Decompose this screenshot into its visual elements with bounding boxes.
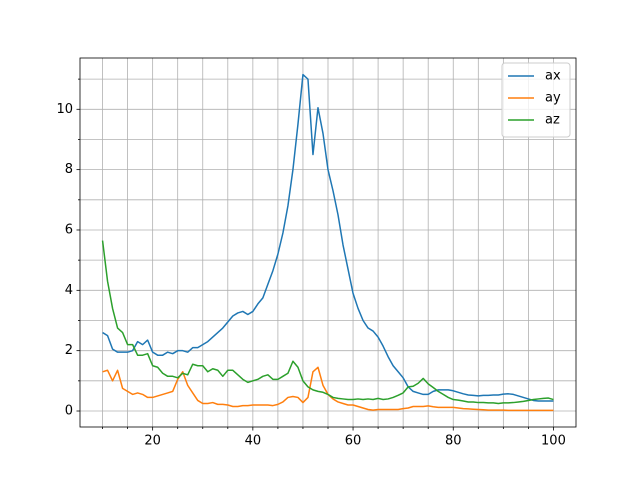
y-tick-label: 2 [65, 343, 73, 358]
legend-label: ax [545, 69, 561, 84]
x-tick-label: 100 [541, 434, 566, 449]
x-tick-label: 40 [245, 434, 262, 449]
series-line [102, 73, 554, 402]
legend-label: az [545, 113, 560, 128]
plot-frame [79, 57, 577, 428]
y-tick-label: 6 [65, 222, 73, 237]
x-tick-label: 20 [144, 434, 161, 449]
y-tick-label: 10 [56, 102, 73, 117]
y-tick-label: 0 [65, 404, 73, 419]
legend-label: ay [545, 91, 561, 106]
x-tick-label: 80 [445, 434, 462, 449]
y-tick-label: 8 [65, 162, 73, 177]
x-tick-label: 60 [345, 434, 362, 449]
series-line [101, 240, 554, 405]
legend-box [501, 62, 571, 138]
y-tick-label: 4 [65, 283, 73, 298]
